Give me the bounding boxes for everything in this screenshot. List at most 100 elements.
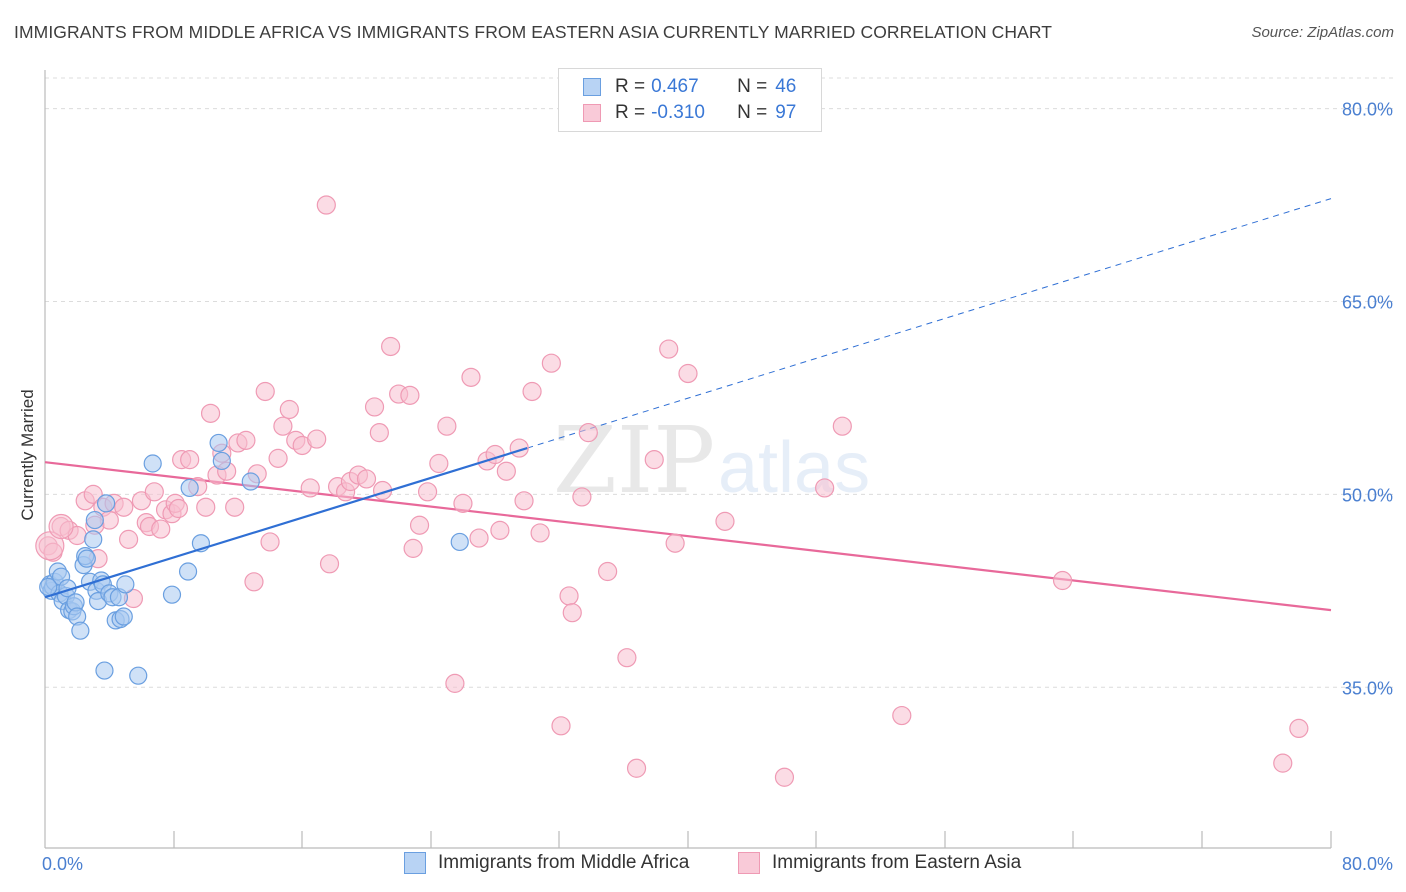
data-point-eastern-asia [307,429,327,449]
data-point-middle-africa [162,585,182,604]
data-point-eastern-asia [892,705,912,726]
x-tick-label: 80.0% [1342,854,1393,874]
data-point-eastern-asia [260,532,280,552]
data-point-eastern-asia [364,397,385,417]
series-eastern-asia-points [35,195,1309,787]
data-point-eastern-asia [196,497,216,517]
data-point-eastern-asia [255,381,275,402]
data-point-eastern-asia [403,538,423,558]
data-point-eastern-asia [244,572,264,592]
data-point-middle-africa [96,494,116,513]
legend-label-eastern-asia: Immigrants from Eastern Asia [772,852,1022,873]
y-tick-label: 80.0% [1342,100,1393,120]
legend-swatch-blue [583,78,601,96]
data-point-middle-africa [178,562,198,581]
data-point-eastern-asia [225,497,245,517]
legend-n-value: 46 [775,76,797,97]
data-point-eastern-asia [409,515,430,535]
data-point-eastern-asia [273,416,293,436]
legend-swatch-blue [404,852,426,874]
legend-n-label: N = [737,102,768,123]
data-point-middle-africa [450,532,469,552]
legend-swatch-pink [583,104,601,122]
y-tick-label: 35.0% [1342,678,1393,698]
data-point-eastern-asia [530,523,550,543]
data-point-middle-africa [77,549,96,568]
legend-n-label: N = [737,76,768,97]
data-point-middle-africa [143,454,162,473]
data-point-eastern-asia [151,519,171,539]
data-point-eastern-asia [83,484,103,504]
data-point-eastern-asia [578,423,598,443]
data-point-middle-africa [241,472,260,491]
legend-item-middle-africa: Immigrants from Middle Africa [404,852,689,874]
data-point-eastern-asia [279,399,299,420]
data-point-middle-africa [129,666,148,685]
data-point-eastern-asia [461,367,481,387]
data-point-eastern-asia [832,416,852,436]
x-tick-label: 0.0% [42,854,83,874]
data-point-eastern-asia [551,716,571,736]
data-point-eastern-asia [659,339,679,359]
data-point-eastern-asia [469,528,489,548]
data-point-eastern-asia [678,363,698,384]
data-point-eastern-asia [617,648,637,668]
data-point-eastern-asia [715,511,735,531]
data-point-eastern-asia [180,450,200,470]
legend-row-middle-africa: R = 0.467 N = 46 [583,74,796,100]
data-point-eastern-asia [598,561,618,582]
data-point-eastern-asia [369,423,389,443]
data-point-eastern-asia [168,498,189,519]
data-point-eastern-asia [1052,570,1073,591]
data-point-eastern-asia [319,554,340,574]
legend-item-eastern-asia: Immigrants from Eastern Asia [738,852,1021,874]
data-point-middle-africa [212,451,231,471]
legend-swatch-pink [738,852,760,874]
data-point-eastern-asia [665,533,685,553]
data-point-eastern-asia [1273,753,1293,773]
data-point-eastern-asia [774,767,795,787]
legend-r-value: 0.467 [651,76,699,97]
data-point-eastern-asia [268,448,288,468]
axes [44,70,1332,849]
y-tick-label: 50.0% [1342,485,1393,505]
correlation-legend: R = 0.467 N = 46 R = -0.310 N = 97 [558,68,822,132]
series-legend: Immigrants from Middle Africa Immigrants… [0,852,1406,878]
trend-line-middle-africa [44,447,528,599]
legend-r-label: R = [615,102,646,123]
data-point-middle-africa [209,433,228,453]
x-tick-labels: 0.0% 80.0% [42,854,1393,874]
legend-r-value: -0.310 [651,102,705,123]
data-point-eastern-asia [490,520,510,540]
data-point-eastern-asia [356,469,377,489]
trend-lines [44,198,1332,612]
data-point-middle-africa [180,478,199,498]
data-point-eastern-asia [114,497,134,517]
data-point-middle-africa [95,661,114,680]
data-point-eastern-asia [626,758,647,778]
data-point-eastern-asia [559,586,579,606]
data-point-eastern-asia [522,381,542,402]
data-point-eastern-asia [236,430,256,450]
legend-label-middle-africa: Immigrants from Middle Africa [438,852,690,873]
trend-line-middle-africa-extension [527,198,1332,449]
data-point-middle-africa [116,575,135,594]
gridlines [45,77,1395,688]
trend-line-eastern-asia [44,461,1332,612]
data-point-eastern-asia [118,529,139,549]
chart-title: IMMIGRANTS FROM MIDDLE AFRICA VS IMMIGRA… [14,22,1053,42]
legend-r-label: R = [615,76,646,97]
legend-n-value: 97 [775,102,797,123]
data-point-eastern-asia [48,513,74,540]
data-point-eastern-asia [144,482,164,502]
data-point-middle-africa [85,510,104,530]
data-point-eastern-asia [815,478,835,498]
data-point-eastern-asia [1289,718,1309,739]
data-point-eastern-asia [417,482,438,502]
source-credit: Source: ZipAtlas.com [1251,24,1394,41]
data-point-eastern-asia [514,491,534,511]
data-point-middle-africa [114,607,133,626]
data-point-eastern-asia [300,478,320,498]
data-point-eastern-asia [562,603,582,623]
data-point-eastern-asia [445,673,465,693]
